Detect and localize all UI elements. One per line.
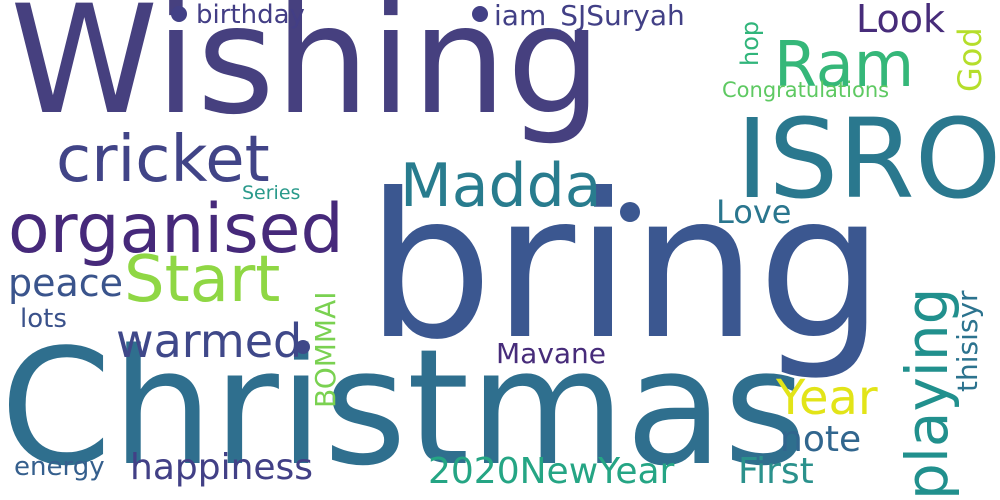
word-bommai: BOMMAI — [309, 291, 342, 408]
word-energy: energy — [14, 452, 105, 482]
word-mavane: Mavane — [496, 337, 607, 370]
word-warmed: warmed — [116, 314, 303, 368]
word-peace: peace — [8, 261, 124, 305]
word-lots: lots — [20, 304, 67, 334]
word-love: Love — [716, 193, 792, 231]
word-madda: Madda — [400, 151, 602, 221]
word-christmas: Christmas — [0, 314, 807, 500]
word-note: note — [780, 419, 862, 460]
bullet-dot — [171, 6, 187, 22]
word-series: Series — [242, 182, 301, 204]
word-congratulations: Congratulations — [722, 78, 890, 102]
word-iam-sjsuryah: iam_SJSuryah — [494, 0, 685, 32]
word-cricket: cricket — [56, 123, 270, 197]
word-year: Year — [776, 370, 878, 426]
word-2020newyear: 2020NewYear — [428, 451, 675, 492]
bullet-dot — [472, 6, 488, 22]
word-wishing: Wishing — [10, 0, 602, 148]
word-happiness: happiness — [130, 447, 314, 488]
word-thisisyr: thisisyr — [951, 290, 984, 392]
word-look: Look — [856, 0, 946, 41]
word-hop: hop — [736, 20, 764, 66]
word-isro: ISRO — [736, 95, 1000, 223]
word-playing: playing — [893, 287, 961, 500]
bullet-dot — [296, 340, 310, 354]
bullet-dot — [620, 202, 640, 222]
word-first: First — [738, 451, 814, 492]
word-god: God — [951, 27, 989, 92]
word-birthday: birthday — [196, 0, 305, 30]
word-bring: bring — [366, 151, 885, 384]
word-start: Start — [124, 243, 281, 317]
word-ram: Ram — [774, 28, 915, 101]
word-organised: organised — [8, 190, 344, 269]
